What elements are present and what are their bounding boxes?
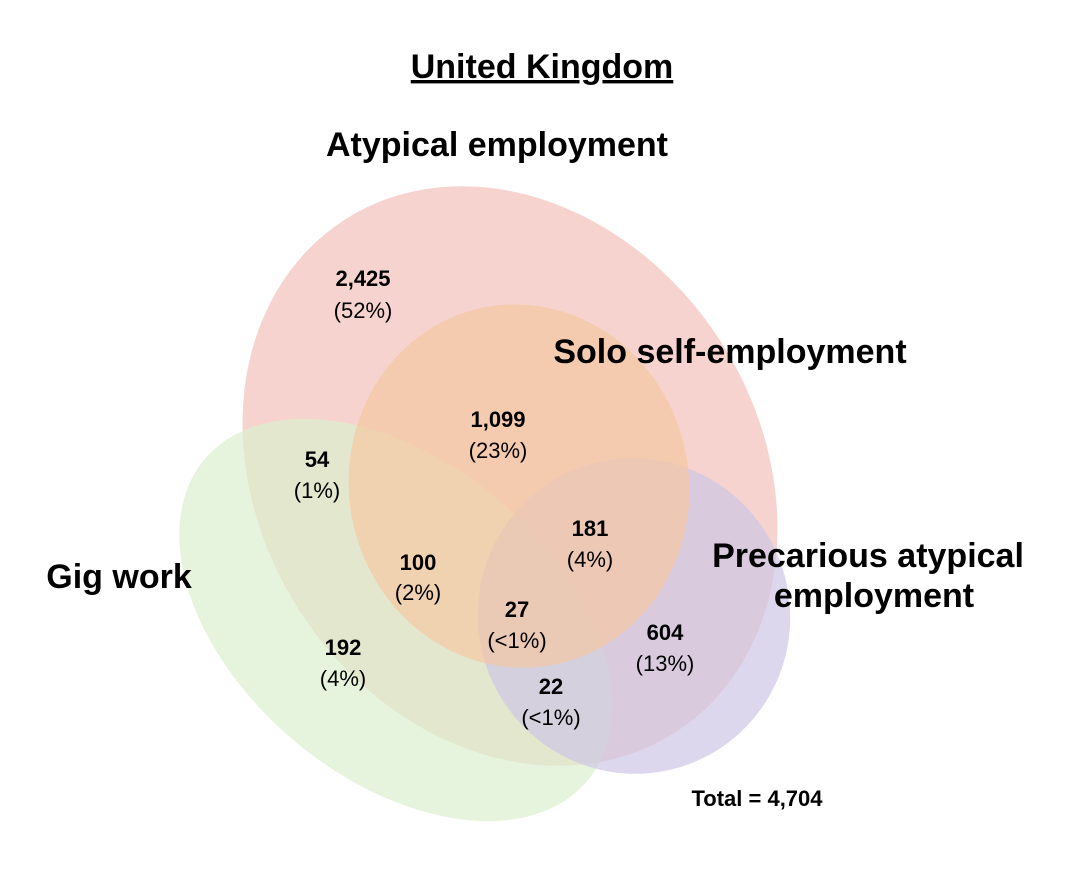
region-atypical-solo-precarious: 181 (4%) [567, 516, 613, 572]
region-count: 27 [505, 597, 529, 622]
region-atypical-solo: 1,099 (23%) [469, 407, 528, 463]
region-count: 1,099 [470, 407, 525, 432]
region-atypical-gig: 54 (1%) [294, 447, 340, 503]
region-count: 54 [305, 447, 330, 472]
region-count: 2,425 [335, 266, 390, 291]
region-percent: (1%) [294, 478, 340, 503]
region-percent: (<1%) [521, 705, 580, 730]
region-percent: (4%) [320, 666, 366, 691]
region-count: 604 [647, 620, 684, 645]
gig-work-label: Gig work [46, 558, 192, 596]
solo-self-employment-label: Solo self-employment [553, 333, 906, 371]
region-percent: (23%) [469, 438, 528, 463]
region-count: 192 [325, 635, 362, 660]
region-gig-only: 192 (4%) [320, 635, 366, 691]
atypical-employment-label: Atypical employment [326, 126, 668, 164]
solo-self-employment-ellipse [348, 304, 690, 668]
total-label: Total = 4,704 [691, 786, 823, 811]
region-all-four: 27 (<1%) [487, 597, 546, 653]
region-percent: (2%) [395, 580, 441, 605]
region-atypical-only: 2,425 (52%) [334, 266, 393, 323]
region-percent: (13%) [636, 651, 695, 676]
region-count: 100 [400, 550, 437, 575]
region-percent: (4%) [567, 547, 613, 572]
precarious-atypical-employment-label-line-1: Precarious atypical [712, 537, 1024, 575]
region-count: 22 [539, 674, 563, 699]
region-percent: (52%) [334, 298, 393, 323]
precarious-atypical-employment-label-line-2: employment [774, 577, 974, 615]
region-percent: (<1%) [487, 628, 546, 653]
diagram-title: United Kingdom [411, 48, 674, 86]
region-count: 181 [572, 516, 609, 541]
set-ellipses [179, 186, 791, 822]
region-atypical-gig-precarious: 22 (<1%) [521, 674, 580, 730]
region-atypical-solo-gig: 100 (2%) [395, 550, 441, 605]
region-atypical-precarious: 604 (13%) [636, 620, 695, 676]
